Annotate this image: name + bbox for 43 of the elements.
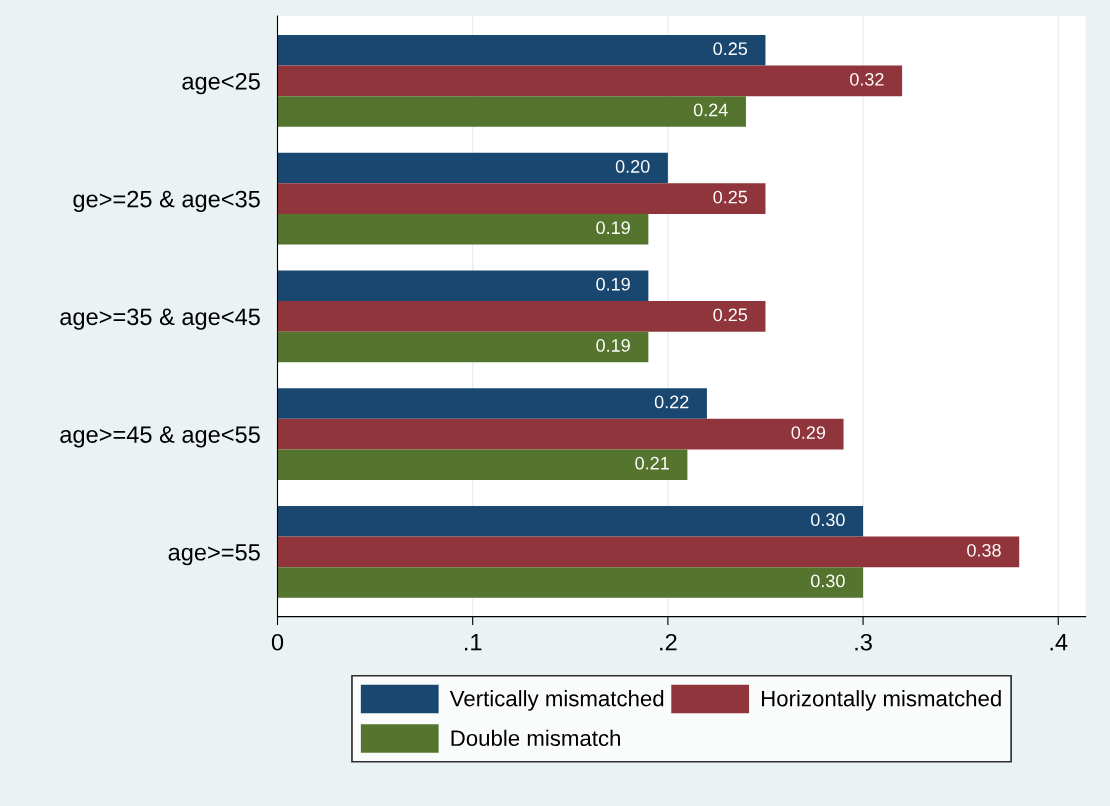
legend-label: Horizontally mismatched	[762, 690, 1001, 711]
y-tick-label: age>=35 & age<45	[60, 308, 260, 330]
bar	[277, 213, 649, 245]
x-tick-label: .3	[855, 633, 872, 651]
data-label: 0.22	[654, 395, 689, 409]
x-tick-label: .2	[660, 633, 677, 651]
bar	[277, 505, 864, 537]
bar	[277, 96, 746, 127]
y-tick-label: ge>=25 & age<35	[73, 190, 260, 213]
data-label: 0.29	[791, 426, 826, 439]
x-tick-label: .4	[1050, 634, 1068, 651]
x-tick-label: 0	[271, 633, 284, 651]
data-label: 0.20	[615, 160, 650, 173]
y-tick-label: age<25	[182, 72, 260, 95]
data-label: 0.21	[635, 456, 669, 470]
data-label: 0.19	[596, 277, 630, 291]
x-tick-label: .1	[465, 634, 482, 651]
data-label: 0.30	[810, 513, 845, 527]
data-label: 0.32	[850, 72, 884, 86]
y-tick-label: age>=55	[168, 544, 260, 566]
data-label: 0.25	[713, 190, 748, 204]
data-label: 0.19	[596, 221, 630, 235]
bar	[277, 183, 766, 214]
bar	[277, 152, 668, 184]
bar	[277, 34, 766, 66]
bar	[277, 418, 844, 450]
bar	[277, 567, 864, 598]
data-label: 0.25	[713, 42, 748, 56]
data-label: 0.30	[810, 574, 845, 588]
bar	[277, 449, 688, 481]
bar	[277, 388, 707, 419]
data-label: 0.38	[967, 543, 1001, 557]
data-label: 0.24	[693, 103, 728, 117]
bar	[277, 536, 1020, 568]
bar	[277, 331, 649, 363]
data-label: 0.25	[713, 308, 748, 322]
y-tick-label: age>=45 & age<55	[60, 426, 260, 448]
data-label: 0.19	[596, 339, 630, 352]
bar	[277, 270, 649, 302]
legend-label: Double mismatch	[451, 729, 620, 747]
bar	[277, 65, 903, 97]
legend-label: Vertically mismatched	[449, 690, 664, 711]
bar	[277, 301, 766, 332]
